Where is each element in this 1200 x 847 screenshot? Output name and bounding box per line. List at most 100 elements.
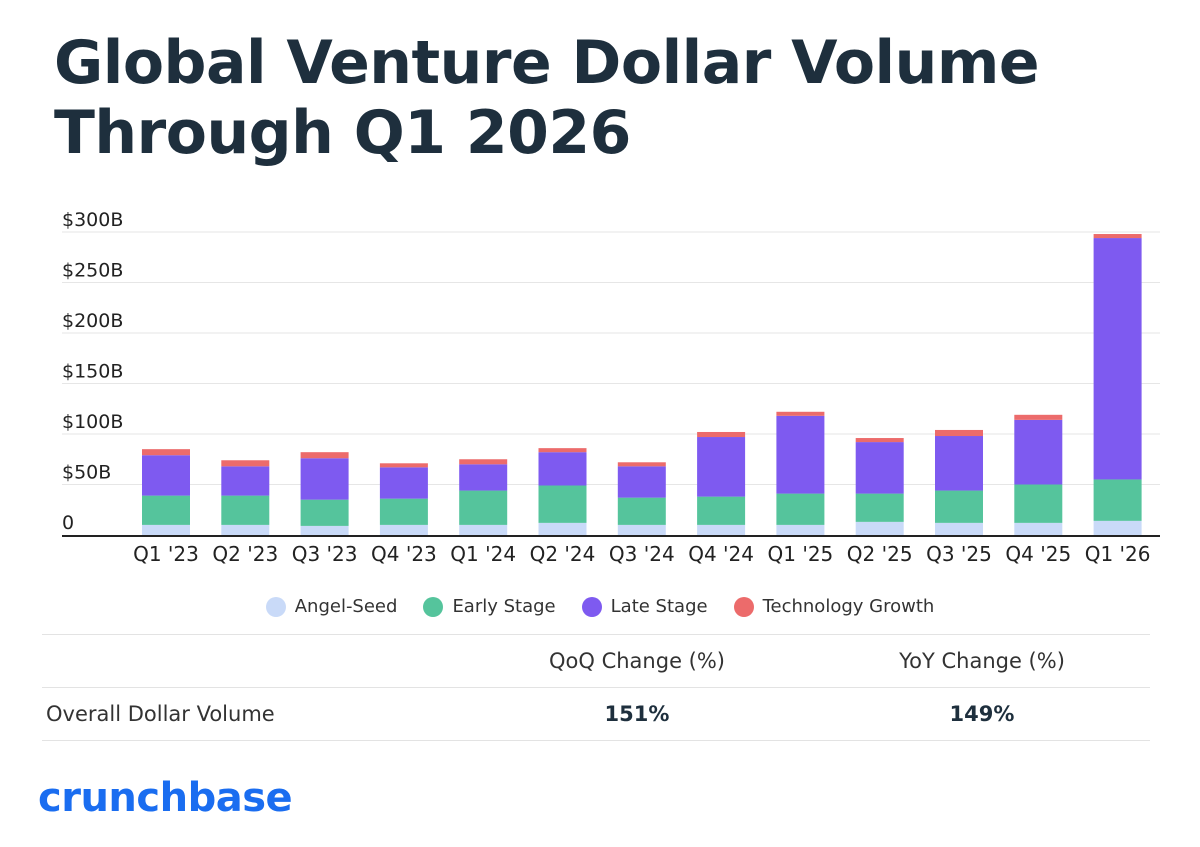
bar-stack <box>697 431 746 535</box>
bar-segment-technology-growth <box>538 448 587 453</box>
legend-item: Late Stage <box>581 596 708 617</box>
bar-segment-early-stage <box>300 499 349 526</box>
legend-swatch <box>733 596 754 617</box>
bars <box>142 234 1142 535</box>
chart-legend: Angel-Seed Early Stage Late Stage Technolog… <box>0 596 1200 617</box>
bar-segment-technology-growth <box>935 429 983 437</box>
x-tick-label: Q4 '23 <box>371 542 437 566</box>
y-axis-ticks: 0 $50B $100B $150B $200B $250B $300B <box>62 209 123 534</box>
x-tick-label: Q3 '24 <box>609 542 675 566</box>
bar-segment-technology-growth <box>379 463 428 468</box>
bar-segment-angel-seed <box>935 522 983 535</box>
bar-segment-technology-growth <box>300 452 349 459</box>
bar-segment-technology-growth <box>776 411 825 416</box>
crunchbase-logo: crunchbase <box>38 775 293 821</box>
bar-stack <box>379 463 428 535</box>
qoq-value: 151% <box>604 702 670 726</box>
y-tick-label: $200B <box>62 310 123 332</box>
stacked-bar-chart: 0 $50B $100B $150B $200B $250B $300B Q1 '23 Q2 … <box>62 209 1160 566</box>
x-tick-label: Q1 '25 <box>768 542 834 566</box>
bar-segment-late-stage <box>935 436 983 491</box>
bar-stack <box>776 411 825 535</box>
bar-segment-late-stage <box>300 458 349 500</box>
bar-stack <box>855 438 904 535</box>
x-tick-label: Q2 '24 <box>530 542 596 566</box>
table-divider <box>42 634 1150 635</box>
x-tick-label: Q1 '26 <box>1085 542 1151 566</box>
bar-stack <box>617 462 666 535</box>
bar-stack <box>300 452 349 535</box>
table-row: Overall Dollar Volume 151% 149% <box>42 688 1150 740</box>
bar-stack <box>459 459 508 535</box>
x-tick-label: Q4 '24 <box>688 542 754 566</box>
x-tick-label: Q3 '25 <box>926 542 992 566</box>
y-tick-label: $250B <box>62 260 123 282</box>
bar-segment-angel-seed <box>617 524 666 535</box>
bar-segment-angel-seed <box>459 524 508 535</box>
bar-segment-early-stage <box>142 495 190 525</box>
bar-segment-early-stage <box>697 496 746 525</box>
x-tick-label: Q1 '23 <box>133 542 199 566</box>
x-tick-label: Q3 '23 <box>292 542 358 566</box>
bar-segment-angel-seed <box>697 524 746 535</box>
bar-segment-early-stage <box>935 490 983 523</box>
bar-segment-early-stage <box>538 485 587 523</box>
table-divider <box>42 740 1150 741</box>
bar-segment-late-stage <box>379 467 428 499</box>
bar-segment-late-stage <box>697 437 746 497</box>
bar-segment-technology-growth <box>221 460 270 467</box>
bar-segment-early-stage <box>617 497 666 525</box>
bar-segment-early-stage <box>855 493 904 522</box>
x-tick-label: Q4 '25 <box>1005 542 1071 566</box>
bar-segment-angel-seed <box>300 525 349 535</box>
bar-segment-technology-growth <box>459 459 508 465</box>
bar-segment-late-stage <box>538 452 587 486</box>
bar-segment-late-stage <box>142 455 190 496</box>
bar-segment-angel-seed <box>855 521 904 535</box>
bar-segment-early-stage <box>221 495 270 525</box>
summary-table: QoQ Change (%) YoY Change (%) Overall Do… <box>42 634 1150 741</box>
legend-label: Early Stage <box>452 596 556 617</box>
bar-segment-late-stage <box>1093 238 1142 480</box>
bar-stack <box>1093 234 1142 535</box>
legend-item: Early Stage <box>423 596 556 617</box>
table-header-row: QoQ Change (%) YoY Change (%) <box>42 635 1150 687</box>
chart-title: Global Venture Dollar Volume Through Q1 … <box>54 28 1040 168</box>
legend-label: Technology Growth <box>762 596 935 617</box>
y-tick-label: $150B <box>62 361 123 383</box>
table-divider <box>42 687 1150 688</box>
bar-segment-technology-growth <box>617 462 666 467</box>
legend-swatch <box>581 596 602 617</box>
x-tick-label: Q2 '25 <box>847 542 913 566</box>
bar-segment-angel-seed <box>776 524 825 535</box>
bar-segment-angel-seed <box>1093 520 1142 535</box>
bar-stack <box>1014 414 1063 535</box>
legend-label: Angel-Seed <box>294 596 398 617</box>
bar-segment-technology-growth <box>855 438 904 443</box>
bar-segment-late-stage <box>617 466 666 498</box>
bar-segment-late-stage <box>1014 419 1063 485</box>
x-tick-label: Q2 '23 <box>212 542 278 566</box>
bar-segment-late-stage <box>776 415 825 494</box>
bar-segment-early-stage <box>459 490 508 525</box>
legend-item: Angel-Seed <box>265 596 398 617</box>
bar-stack <box>221 460 270 535</box>
bar-segment-technology-growth <box>697 431 746 438</box>
bar-stack <box>935 429 983 535</box>
bar-segment-angel-seed <box>1014 522 1063 535</box>
bar-segment-late-stage <box>459 464 508 491</box>
bar-segment-early-stage <box>379 498 428 525</box>
bar-segment-early-stage <box>776 493 825 525</box>
row-label: Overall Dollar Volume <box>46 702 275 726</box>
y-tick-label: $50B <box>62 462 111 484</box>
gridlines <box>62 231 1160 485</box>
bar-segment-early-stage <box>1014 484 1063 523</box>
bar-segment-technology-growth <box>142 449 190 456</box>
y-tick-label: $300B <box>62 209 123 231</box>
bar-segment-technology-growth <box>1093 234 1142 239</box>
yoy-header: YoY Change (%) <box>899 649 1065 673</box>
legend-label: Late Stage <box>610 596 708 617</box>
legend-swatch <box>423 596 444 617</box>
bar-segment-angel-seed <box>221 524 270 535</box>
bar-segment-early-stage <box>1093 479 1142 521</box>
